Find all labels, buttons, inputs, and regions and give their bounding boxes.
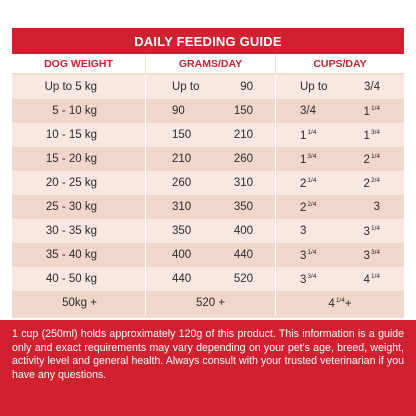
table-row: 40 - 50 kg 440 520 33/4 41/4 bbox=[12, 267, 404, 291]
cups-cell: 41/4+ bbox=[275, 291, 404, 315]
cups-cell: 21/4 22/4 bbox=[275, 171, 404, 195]
table-title: DAILY FEEDING GUIDE bbox=[12, 28, 404, 54]
cups-low: 31/4 bbox=[300, 248, 317, 262]
grams-cell: 310 350 bbox=[145, 195, 275, 219]
cups-high-fraction: 1/4 bbox=[370, 224, 380, 232]
cups-high-fraction: 2/4 bbox=[370, 176, 380, 184]
cups-high-fraction: 1/4 bbox=[370, 272, 380, 280]
cups-cell: 22/4 3 bbox=[275, 195, 404, 219]
cups-high: 13/4 bbox=[363, 128, 380, 142]
cups-high: 33/4 bbox=[363, 248, 380, 262]
cups-low: 3/4 bbox=[300, 105, 316, 117]
table-body: Up to 5 kg Up to 90 Up to 3/4 5 - 10 kg 90 150 3… bbox=[12, 75, 404, 315]
grams-low: 260 bbox=[172, 177, 192, 189]
grams-high: 260 bbox=[233, 153, 253, 165]
cups-high-fraction: 3/4 bbox=[370, 248, 380, 256]
footer-note: 1 cup (250ml) holds approximately 120g o… bbox=[0, 320, 416, 416]
cups-cell: Up to 3/4 bbox=[275, 75, 404, 99]
cups-high: 3 bbox=[373, 201, 380, 213]
cups-low-fraction: 1/4 bbox=[307, 248, 317, 256]
grams-high: 210 bbox=[233, 129, 253, 141]
dog-weight-cell: 10 - 15 kg bbox=[45, 129, 97, 141]
grams-high: 90 bbox=[240, 81, 253, 93]
cups-cell: 33/4 41/4 bbox=[275, 267, 404, 291]
dog-weight-cell: 15 - 20 kg bbox=[45, 153, 97, 165]
grams-low: 210 bbox=[172, 153, 192, 165]
header-grams-day: GRAMS/DAY bbox=[145, 54, 275, 73]
dog-weight-cell: 35 - 40 kg bbox=[45, 249, 97, 261]
table-row: 10 - 15 kg 150 210 11/4 13/4 bbox=[12, 123, 404, 147]
table-row: 30 - 35 kg 350 400 3 31/4 bbox=[12, 219, 404, 243]
grams-cell: 150 210 bbox=[145, 123, 275, 147]
grams-cell: 90 150 bbox=[145, 99, 275, 123]
cups-low: Up to bbox=[300, 81, 328, 93]
cups-high: 21/4 bbox=[363, 152, 380, 166]
cups-high-fraction: 1/4 bbox=[370, 104, 380, 112]
table-row: 15 - 20 kg 210 260 13/4 21/4 bbox=[12, 147, 404, 171]
cups-value: 41/4+ bbox=[328, 296, 352, 310]
dog-weight-cell: 25 - 30 kg bbox=[45, 201, 97, 213]
dog-weight-cell: Up to 5 kg bbox=[44, 81, 97, 93]
header-cups-day: CUPS/DAY bbox=[275, 54, 404, 73]
cups-low-fraction: 1/4 bbox=[307, 176, 317, 184]
cups-low-fraction: 3/4 bbox=[307, 152, 317, 160]
cups-high: 3/4 bbox=[364, 81, 380, 93]
table-row: 5 - 10 kg 90 150 3/4 11/4 bbox=[12, 99, 404, 123]
table-row: 20 - 25 kg 260 310 21/4 22/4 bbox=[12, 171, 404, 195]
cups-value-fraction: 1/4 bbox=[335, 296, 345, 304]
grams-low: Up to bbox=[172, 81, 200, 93]
grams-high: 350 bbox=[233, 201, 253, 213]
grams-cell: Up to 90 bbox=[145, 75, 275, 99]
cups-cell: 31/4 33/4 bbox=[275, 243, 404, 267]
cups-high: 31/4 bbox=[363, 224, 380, 238]
cups-low-fraction: 2/4 bbox=[307, 200, 317, 208]
cups-high-fraction: 3/4 bbox=[370, 128, 380, 136]
grams-low: 150 bbox=[172, 129, 192, 141]
cups-high: 11/4 bbox=[363, 104, 380, 118]
cups-cell: 3/4 11/4 bbox=[275, 99, 404, 123]
cups-cell: 3 31/4 bbox=[275, 219, 404, 243]
header-dog-weight: DOG WEIGHT bbox=[44, 57, 113, 70]
cups-low: 22/4 bbox=[300, 200, 317, 214]
grams-high: 150 bbox=[233, 105, 253, 117]
grams-cell: 210 260 bbox=[145, 147, 275, 171]
cups-high-fraction: 1/4 bbox=[370, 152, 380, 160]
grams-high: 440 bbox=[233, 249, 253, 261]
grams-cell: 520 + bbox=[145, 291, 275, 315]
grams-low: 90 bbox=[172, 105, 185, 117]
dog-weight-cell: 20 - 25 kg bbox=[45, 177, 97, 189]
cups-low-fraction: 1/4 bbox=[307, 128, 317, 136]
table-row: 25 - 30 kg 310 350 22/4 3 bbox=[12, 195, 404, 219]
cups-low-fraction: 3/4 bbox=[307, 272, 317, 280]
grams-cell: 440 520 bbox=[145, 267, 275, 291]
dog-weight-cell: 5 - 10 kg bbox=[52, 105, 97, 117]
grams-cell: 350 400 bbox=[145, 219, 275, 243]
grams-cell: 400 440 bbox=[145, 243, 275, 267]
grams-low: 440 bbox=[172, 273, 192, 285]
cups-low: 13/4 bbox=[300, 152, 317, 166]
table-row: 50kg + 520 + 41/4+ bbox=[12, 291, 404, 315]
dog-weight-cell: 40 - 50 kg bbox=[45, 273, 97, 285]
grams-high: 520 bbox=[233, 273, 253, 285]
cups-low: 21/4 bbox=[300, 176, 317, 190]
cups-high: 22/4 bbox=[363, 176, 380, 190]
cups-low: 33/4 bbox=[300, 272, 317, 286]
dog-weight-cell: 50kg + bbox=[62, 297, 97, 309]
cups-low: 3 bbox=[300, 225, 307, 237]
grams-cell: 260 310 bbox=[145, 171, 275, 195]
grams-low: 350 bbox=[172, 225, 192, 237]
grams-low: 310 bbox=[172, 201, 192, 213]
cups-cell: 13/4 21/4 bbox=[275, 147, 404, 171]
cups-high: 41/4 bbox=[363, 272, 380, 286]
grams-low: 400 bbox=[172, 249, 192, 261]
table-row: 35 - 40 kg 400 440 31/4 33/4 bbox=[12, 243, 404, 267]
dog-weight-cell: 30 - 35 kg bbox=[45, 225, 97, 237]
table-header: DOG WEIGHT GRAMS/DAY CUPS/DAY bbox=[12, 54, 404, 73]
grams-high: 400 bbox=[233, 225, 253, 237]
grams-high: 310 bbox=[233, 177, 253, 189]
table-row: Up to 5 kg Up to 90 Up to 3/4 bbox=[12, 75, 404, 99]
cups-cell: 11/4 13/4 bbox=[275, 123, 404, 147]
cups-low: 11/4 bbox=[300, 128, 317, 142]
